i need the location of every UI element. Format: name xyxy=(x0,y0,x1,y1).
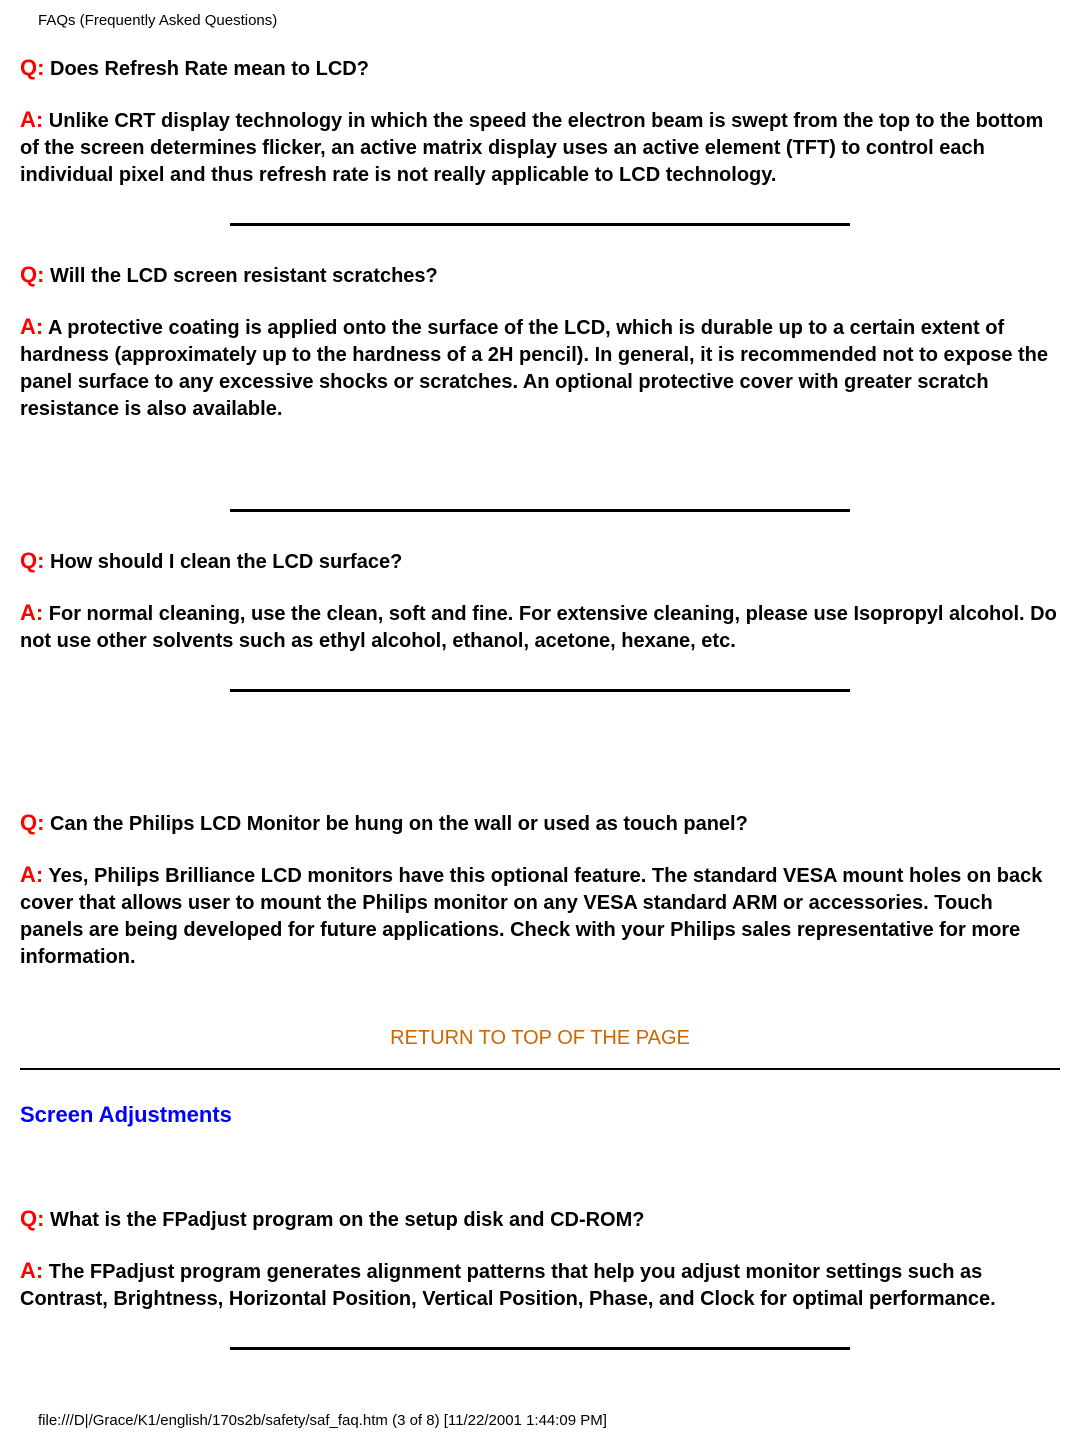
a-prefix: A: xyxy=(20,600,43,625)
answer: A: Yes, Philips Brilliance LCD monitors … xyxy=(20,860,1060,971)
answer-text: For normal cleaning, use the clean, soft… xyxy=(20,603,1057,652)
full-separator xyxy=(20,1068,1060,1070)
faq-item: Q: What is the FPadjust program on the s… xyxy=(20,1204,1060,1313)
answer-text: Unlike CRT display technology in which t… xyxy=(20,110,1043,186)
question: Q: Will the LCD screen resistant scratch… xyxy=(20,260,1060,290)
separator xyxy=(230,223,850,226)
answer: A: For normal cleaning, use the clean, s… xyxy=(20,598,1060,655)
return-to-top-link[interactable]: RETURN TO TOP OF THE PAGE xyxy=(390,1027,690,1049)
answer: A: The FPadjust program generates alignm… xyxy=(20,1256,1060,1313)
answer: A: A protective coating is applied onto … xyxy=(20,312,1060,423)
page-header-small: FAQs (Frequently Asked Questions) xyxy=(20,10,1060,37)
faq-item: Q: Will the LCD screen resistant scratch… xyxy=(20,260,1060,423)
faq-item: Q: How should I clean the LCD surface? A… xyxy=(20,546,1060,655)
section-title: Screen Adjustments xyxy=(20,1102,1060,1128)
a-prefix: A: xyxy=(20,314,43,339)
separator xyxy=(230,1347,850,1350)
answer-text: The FPadjust program generates alignment… xyxy=(20,1261,996,1310)
question-text: Does Refresh Rate mean to LCD? xyxy=(50,58,369,80)
q-prefix: Q: xyxy=(20,548,44,573)
question-text: Will the LCD screen resistant scratches? xyxy=(50,265,438,287)
question: Q: Can the Philips LCD Monitor be hung o… xyxy=(20,808,1060,838)
spacer xyxy=(20,431,1060,475)
question-text: How should I clean the LCD surface? xyxy=(50,551,402,573)
faq-item: Q: Can the Philips LCD Monitor be hung o… xyxy=(20,808,1060,971)
page: FAQs (Frequently Asked Questions) Q: Doe… xyxy=(0,0,1080,1445)
question: Q: What is the FPadjust program on the s… xyxy=(20,1204,1060,1234)
q-prefix: Q: xyxy=(20,810,44,835)
question-text: What is the FPadjust program on the setu… xyxy=(50,1209,644,1231)
a-prefix: A: xyxy=(20,862,43,887)
answer: A: Unlike CRT display technology in whic… xyxy=(20,105,1060,189)
answer-text: Yes, Philips Brilliance LCD monitors hav… xyxy=(20,865,1042,968)
a-prefix: A: xyxy=(20,107,43,132)
answer-text: A protective coating is applied onto the… xyxy=(20,317,1048,420)
separator xyxy=(230,689,850,692)
question: Q: How should I clean the LCD surface? xyxy=(20,546,1060,576)
page-footer-path: file:///D|/Grace/K1/english/170s2b/safet… xyxy=(20,1384,1060,1435)
a-prefix: A: xyxy=(20,1258,43,1283)
question: Q: Does Refresh Rate mean to LCD? xyxy=(20,53,1060,83)
q-prefix: Q: xyxy=(20,55,44,80)
faq-item: Q: Does Refresh Rate mean to LCD? A: Unl… xyxy=(20,53,1060,189)
q-prefix: Q: xyxy=(20,262,44,287)
question-text: Can the Philips LCD Monitor be hung on t… xyxy=(50,813,748,835)
spacer xyxy=(20,726,1060,792)
return-link-container: RETURN TO TOP OF THE PAGE xyxy=(20,1027,1060,1050)
q-prefix: Q: xyxy=(20,1206,44,1231)
separator xyxy=(230,509,850,512)
